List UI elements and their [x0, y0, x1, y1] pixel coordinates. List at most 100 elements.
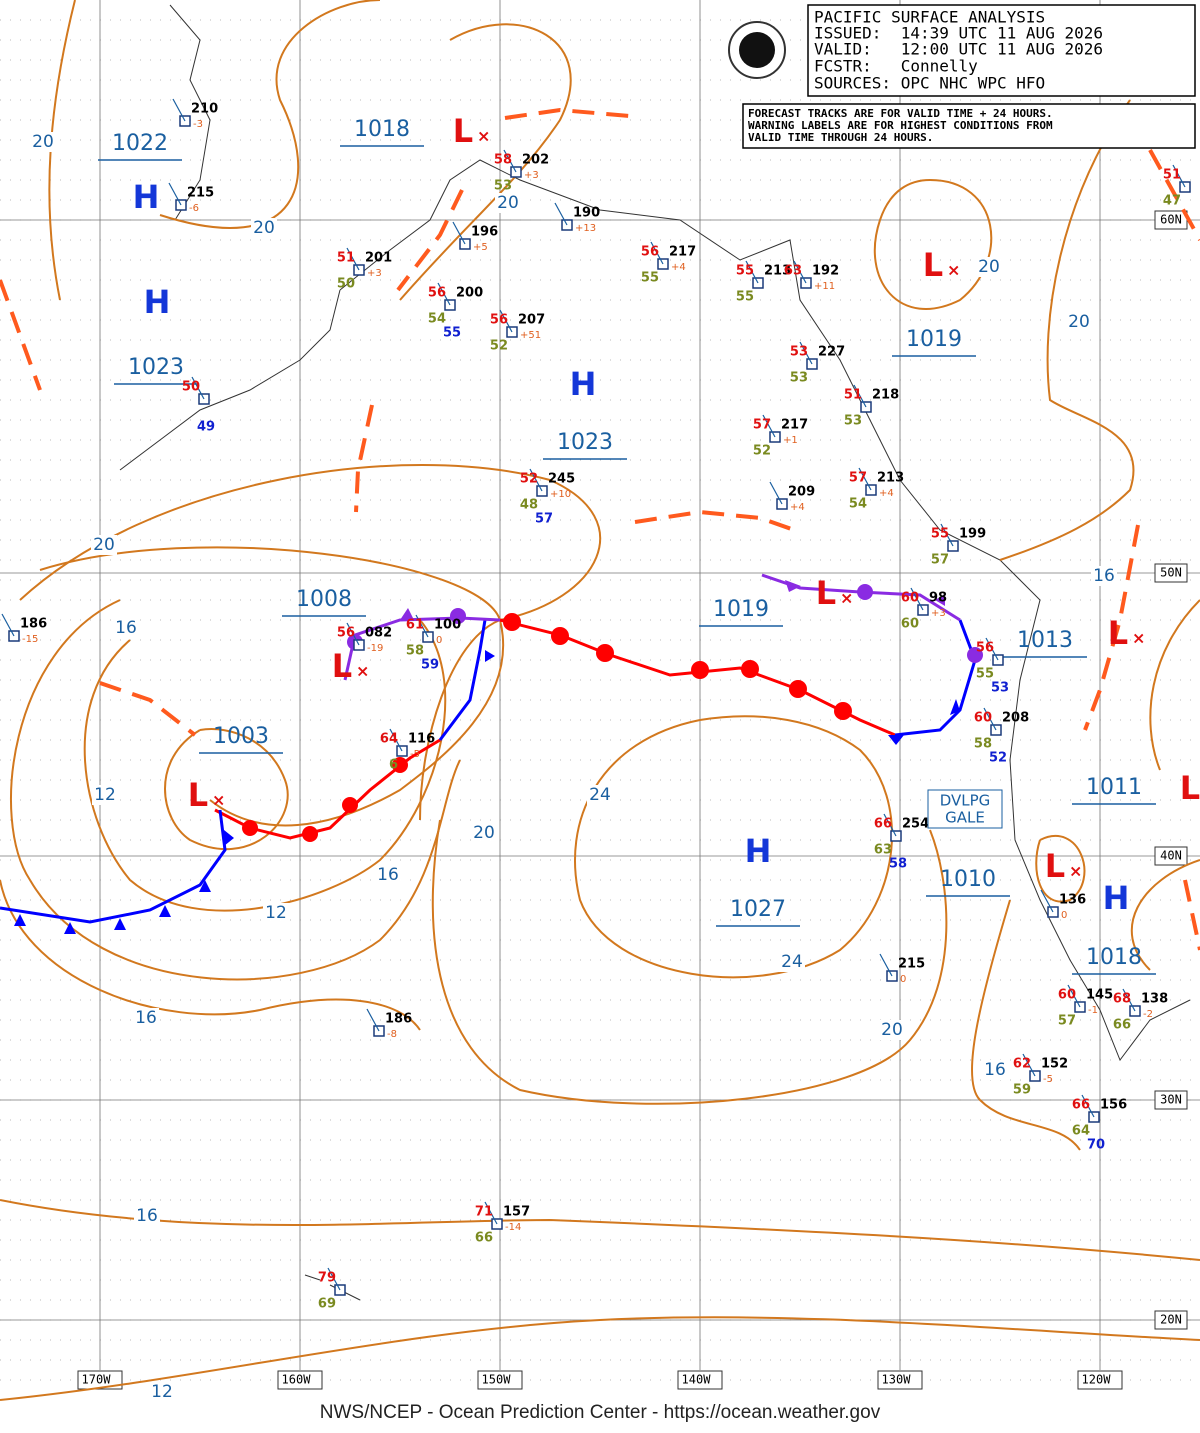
trough [1148, 149, 1200, 241]
station-pressure: 213 [764, 264, 791, 279]
low-symbol: L [188, 776, 208, 814]
isobar-label: 16 [984, 1060, 1006, 1080]
station-dewpoint: 60 [901, 617, 919, 632]
low-center-mark: × [356, 662, 369, 681]
station-tendency: +4 [879, 488, 894, 499]
wind-barb [499, 309, 513, 333]
wind-barb [1040, 889, 1054, 913]
station-pressure: 145 [1086, 988, 1113, 1003]
station-dewpoint: 6 [389, 758, 398, 773]
wind-barb [762, 414, 776, 438]
station-dewpoint: 53 [494, 179, 512, 194]
wind-barb [745, 260, 759, 284]
wind-barb [191, 376, 205, 400]
isobar-label-bg [133, 1008, 159, 1028]
station-temperature: 50 [182, 380, 200, 395]
station-pressure: 245 [548, 472, 575, 487]
isobar-label-bg [976, 257, 1002, 277]
station-dewpoint: 57 [931, 553, 949, 568]
station-dewpoint: 47 [1163, 194, 1181, 209]
station-dewpoint: 50 [337, 277, 355, 292]
wind-barb [389, 728, 403, 752]
header-line: FCSTR: Connelly [814, 57, 978, 76]
station-dewpoint: 55 [736, 290, 754, 305]
isobar-label-bg [149, 1382, 175, 1402]
station-pressure: 199 [959, 527, 986, 542]
wind-barb [910, 587, 924, 611]
front-symbol [596, 644, 614, 662]
station-dewpoint: 58 [406, 644, 424, 659]
station-dewpoint: 54 [428, 312, 446, 327]
pressure-label: 1022 [112, 131, 168, 156]
station-temperature: 68 [1113, 992, 1131, 1007]
wind-barb [415, 614, 429, 638]
isobar [1035, 835, 1086, 903]
isobar-label-bg [495, 193, 521, 213]
isobar [19, 464, 602, 821]
wind-barb [1067, 984, 1081, 1008]
station-dewpoint: 63 [874, 843, 892, 858]
station-temperature: 63 [784, 264, 802, 279]
coastline [119, 4, 1191, 1062]
station-temperature: 56 [641, 245, 659, 260]
station-dewpoint: 52 [753, 444, 771, 459]
station-temperature: 56 [490, 313, 508, 328]
isobar-label-bg [113, 618, 139, 638]
header-box [807, 4, 1196, 97]
stations: 210 -3 215 -6 51 201 +3 50 196 +5 58 202 +3 53 190 +13 5… [1, 98, 1191, 1312]
station-tendency: +10 [550, 489, 571, 500]
trough [99, 681, 197, 737]
station-pressure: 190 [573, 206, 600, 221]
isobar [574, 715, 894, 979]
front-symbol [242, 820, 258, 836]
low-symbol: L [332, 647, 352, 685]
station-temperature: 71 [475, 1205, 493, 1220]
station-tendency: -14 [505, 1222, 521, 1233]
station-water: 52 [989, 751, 1007, 766]
station-pressure: 186 [20, 617, 47, 632]
low-symbol: L [453, 112, 473, 150]
pressure-label: 1003 [213, 724, 269, 749]
header-line: ISSUED: 14:39 UTC 11 AUG 2026 [814, 24, 1103, 43]
station-pressure: 208 [1002, 711, 1029, 726]
station-water: 55 [443, 326, 461, 341]
front-symbol [302, 826, 318, 842]
station-water: 59 [421, 658, 439, 673]
trough [396, 189, 464, 292]
station-tendency: +3 [931, 608, 946, 619]
station-water: 49 [197, 420, 215, 435]
station-temperature: 60 [901, 591, 919, 606]
wind-barb [172, 98, 186, 122]
low-symbol: L [1108, 614, 1128, 652]
isobars [0, 0, 1200, 1401]
isobar-label-bg [1091, 566, 1117, 586]
front-symbol [551, 627, 569, 645]
isobar [431, 819, 948, 1105]
longitude-label: 170W [82, 1373, 112, 1387]
isobar-label: 16 [377, 865, 399, 885]
station-pressure: 157 [503, 1205, 530, 1220]
isobar-label: 16 [135, 1008, 157, 1028]
notice-line: WARNING LABELS ARE FOR HIGHEST CONDITION… [748, 119, 1053, 132]
isobar-label: 20 [1068, 312, 1090, 332]
station-tendency: -15 [22, 634, 38, 645]
longitude-label-box [477, 1370, 523, 1390]
warm-front-symbols [242, 613, 852, 842]
station-temperature: 64 [380, 732, 398, 747]
isobar-label-bg [134, 1206, 160, 1226]
isobar-label: 12 [94, 785, 116, 805]
longitude-label-box [277, 1370, 323, 1390]
trough [634, 509, 801, 534]
warning-box [927, 789, 1003, 829]
noaa-logo-center [739, 32, 775, 68]
front-symbol [789, 680, 807, 698]
station-tendency: -5 [410, 749, 420, 760]
isobar-label: 16 [1093, 566, 1115, 586]
isobar-label: 20 [497, 193, 519, 213]
wind-barb [769, 481, 783, 505]
low-center-mark: × [1132, 629, 1145, 648]
isobar-label: 20 [253, 218, 275, 238]
station-pressure: 082 [365, 626, 392, 641]
station-tendency: +13 [575, 223, 596, 234]
pressure-label: 1023 [128, 355, 184, 380]
